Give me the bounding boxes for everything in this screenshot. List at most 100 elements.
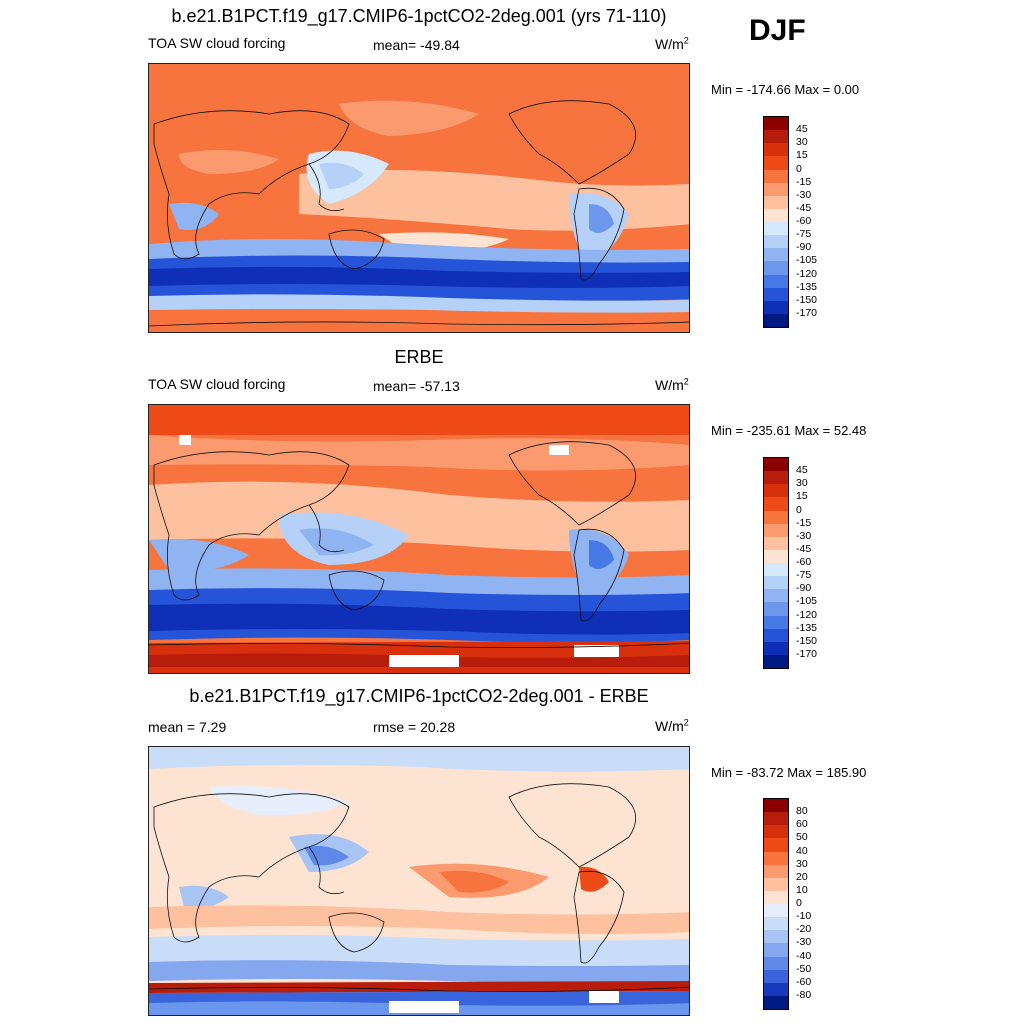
field-warm-pool-core [304,845,349,866]
colorbar-swatch [764,117,788,131]
colorbar-swatch [764,969,788,983]
colorbar-swatch [764,261,788,275]
field-south-pacific-core [439,870,509,893]
panel1-left-label: TOA SW cloud forcing [148,35,286,51]
panel1-colorbar [763,116,789,328]
colorbar-tick-label: -40 [796,949,812,962]
colorbar-tick-label: 15 [796,490,808,503]
colorbar-swatch [764,222,788,236]
colorbar-tick-label: -60 [796,975,812,988]
missing-data-ross [389,1001,459,1013]
coastlines [149,441,689,648]
colorbar-swatch [764,930,788,944]
colorbar-swatch [764,169,788,183]
colorbar-swatch [764,208,788,222]
colorbar-tick-label: 0 [796,503,802,516]
colorbar-swatch [764,235,788,249]
colorbar-tick-label: -75 [796,228,812,241]
field-southern-ocean-core [149,266,689,288]
panel3-minmax: Min = -83.72 Max = 185.90 [711,765,867,780]
field-north-pacific [339,100,479,136]
colorbar-swatch [764,195,788,209]
missing-data-weddell [589,991,619,1003]
colorbar-tick-label: 0 [796,162,802,175]
field-africa [179,885,229,909]
field-so-south-edge [149,294,689,313]
colorbar-swatch [764,274,788,288]
field-warm-pool-core [319,162,364,189]
colorbar-swatch [764,313,788,327]
panel2-map-svg [149,405,689,673]
units-text: W/m [655,718,684,734]
colorbar-tick-label: -105 [796,595,818,608]
colorbar-swatch [764,825,788,839]
colorbar-tick-label: -120 [796,267,818,280]
panel3-units: W/m2 [655,718,689,734]
panel3-map [148,746,690,1016]
colorbar-tick-label: -105 [796,254,818,267]
colorbar-swatch [764,576,788,590]
colorbar-swatch [764,510,788,524]
colorbar-swatch [764,536,788,550]
colorbar-tick-label: -45 [796,201,812,214]
panel3-colorbar [763,798,789,1010]
panel2-left-label: TOA SW cloud forcing [148,376,286,392]
units-superscript: 2 [683,376,689,387]
units-superscript: 2 [683,35,689,46]
panel1-minmax: Min = -174.66 Max = 0.00 [711,82,860,97]
panel2-mean-label: mean= -57.13 [373,378,460,394]
colorbar-swatch [764,838,788,852]
colorbar-tick-label: 0 [796,897,802,909]
colorbar-swatch [764,589,788,603]
colorbar-tick-label: -170 [796,647,818,660]
colorbar-tick-label: -170 [796,306,818,319]
colorbar-swatch [764,602,788,616]
colorbar-tick-label: -150 [796,293,818,306]
field-africa-west [169,202,219,230]
field-amazon [589,540,614,569]
colorbar-tick-label: 20 [796,870,808,883]
field-arctic [149,405,689,435]
colorbar-swatch [764,287,788,301]
colorbar-swatch [764,904,788,918]
colorbar-swatch [764,130,788,144]
colorbar-swatch [764,458,788,472]
colorbar-tick-label: -30 [796,529,812,542]
panel1-units: W/m2 [655,36,689,52]
field-mid-south [149,905,689,934]
field-north-asia [209,786,349,816]
missing-data-weddell [574,645,619,657]
colorbar-swatch [764,654,788,668]
panel2-minmax: Min = -235.61 Max = 52.48 [711,423,867,438]
field-africa [149,539,249,571]
colorbar-tick-label: 30 [796,857,808,870]
colorbar-tick-label: 45 [796,464,808,477]
colorbar-swatch [764,864,788,878]
colorbar-swatch [764,917,788,931]
field-asia-band [179,150,279,174]
colorbar-swatch [764,982,788,996]
colorbar-tick-label: -90 [796,582,812,595]
colorbar-swatch [764,851,788,865]
panel2-map [148,404,690,674]
panel3-map-svg [149,747,689,1015]
missing-data-arctic [549,445,569,455]
colorbar-swatch [764,143,788,157]
colorbar-tick-label: -75 [796,569,812,582]
panel1-title: b.e21.B1PCT.f19_g17.CMIP6-1pctCO2-2deg.0… [171,6,667,26]
colorbar-swatch [764,484,788,498]
colorbar-swatch [764,156,788,170]
field-southern-ocean-core [149,960,689,984]
field-arctic [149,747,689,772]
colorbar-swatch [764,956,788,970]
colorbar-tick-label: -15 [796,516,812,529]
colorbar-tick-label: -45 [796,542,812,555]
colorbar-tick-label: -90 [796,241,812,254]
panel3-mean-label: mean = 7.29 [148,719,227,735]
colorbar-tick-label: -50 [796,962,812,975]
colorbar-swatch [764,182,788,196]
colorbar-swatch [764,563,788,577]
colorbar-tick-label: -60 [796,215,812,227]
field-amazon [589,204,614,233]
colorbar-tick-label: 40 [796,844,808,857]
